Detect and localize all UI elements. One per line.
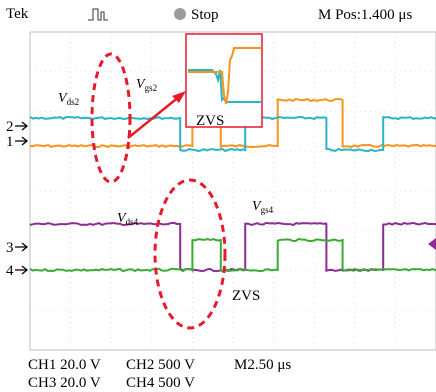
vds4-label: Vds4 bbox=[117, 211, 139, 227]
timebase-readout: M2.50 μs bbox=[234, 357, 291, 373]
signal-labels: Vds2 Vgs2 Vds4 Vgs4 ZVS bbox=[58, 77, 274, 304]
zoom-pointer-arrow bbox=[127, 95, 181, 139]
channel-marker-2: 2 bbox=[6, 119, 14, 135]
vds2-label: Vds2 bbox=[58, 91, 79, 107]
zoom-inset-frame bbox=[185, 33, 263, 128]
zvs-zoom-inset: ZVS bbox=[185, 33, 263, 129]
trigger-icon bbox=[88, 8, 108, 21]
ch2-scale: CH2 500 V bbox=[126, 357, 195, 373]
channel-marker-1: 1 bbox=[6, 134, 14, 150]
channel-marker-3: 3 bbox=[6, 240, 14, 256]
ch4-scale: CH4 500 V bbox=[126, 375, 195, 391]
scope-header: Tek Stop M Pos:1.400 μs bbox=[6, 6, 412, 23]
zvs-highlights bbox=[90, 52, 227, 330]
scope-footer: CH1 20.0 V CH2 500 V M2.50 μs CH3 20.0 V… bbox=[28, 357, 291, 391]
trace-ch1 bbox=[29, 97, 436, 149]
channel-1-arrow-icon bbox=[15, 136, 29, 146]
horizontal-position: M Pos:1.400 μs bbox=[318, 7, 412, 23]
trace-ch4 bbox=[29, 237, 436, 274]
trace-ch2 bbox=[29, 115, 436, 153]
channel-2-arrow-icon bbox=[15, 121, 29, 131]
ch3-scale: CH3 20.0 V bbox=[28, 375, 101, 391]
zvs-lower-label: ZVS bbox=[232, 288, 260, 304]
graticule bbox=[29, 31, 436, 351]
brand-label: Tek bbox=[6, 6, 29, 22]
acquisition-status: Stop bbox=[191, 7, 219, 23]
zvs-zoom-label: ZVS bbox=[196, 113, 224, 129]
waveform-traces bbox=[29, 97, 436, 274]
stop-indicator-icon bbox=[174, 8, 186, 20]
channel-4-arrow-icon bbox=[15, 265, 29, 275]
zoom-trace-ch1 bbox=[188, 47, 262, 105]
channel-marker-4: 4 bbox=[6, 263, 14, 279]
channel-markers: 2 1 3 4 bbox=[6, 119, 436, 279]
grid-lines bbox=[30, 32, 436, 350]
ch1-scale: CH1 20.0 V bbox=[28, 357, 101, 373]
vgs2-label: Vgs2 bbox=[136, 77, 157, 93]
trigger-level-marker-icon bbox=[428, 238, 436, 250]
channel-3-arrow-icon bbox=[15, 242, 29, 252]
zvs-ellipse-lower bbox=[153, 178, 227, 330]
vgs4-label: Vgs4 bbox=[252, 199, 274, 215]
zvs-ellipse-upper bbox=[90, 52, 132, 184]
zoom-pointer-arrowhead-icon bbox=[172, 91, 186, 103]
